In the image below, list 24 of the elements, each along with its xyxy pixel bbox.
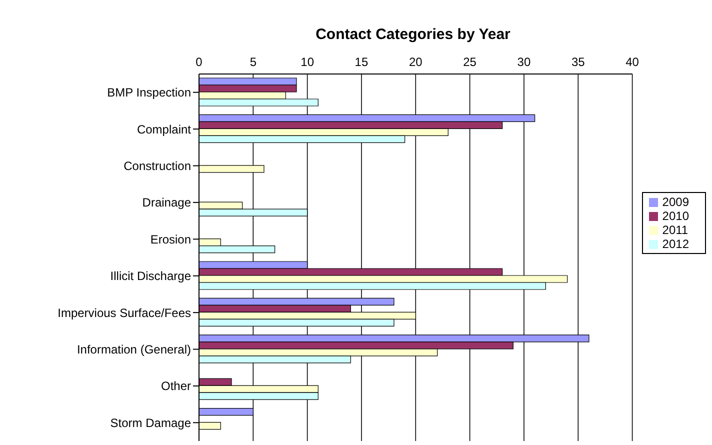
y-tick-label: Construction (124, 159, 191, 174)
x-tick-label: 25 (463, 55, 477, 69)
legend-label: 2011 (662, 222, 688, 236)
y-tick-label: Erosion (150, 232, 191, 246)
x-tick-label: 40 (626, 55, 640, 69)
y-tick-label: Information (General) (76, 342, 192, 357)
x-tick-label: 5 (250, 55, 257, 69)
legend-label: 2009 (662, 194, 689, 208)
y-tick-label: Drainage (142, 196, 192, 210)
chart-title: Contact Categories by Year (314, 26, 512, 43)
x-tick-label: 0 (196, 55, 203, 69)
x-tick-label: 30 (517, 55, 531, 69)
y-tick-label: BMP Inspection (107, 86, 191, 100)
x-tick-label: 35 (571, 55, 586, 69)
y-tick-label: Storm Damage (110, 416, 192, 430)
legend-label: 2010 (662, 208, 689, 222)
x-tick-label: 15 (354, 55, 368, 69)
x-tick-label: 20 (408, 55, 423, 69)
y-tick-label: Impervious Surface/Fees (58, 306, 191, 320)
x-tick-label: 10 (300, 55, 314, 69)
legend-label: 2012 (662, 236, 689, 250)
y-tick-label: Other (160, 379, 191, 394)
y-tick-label: Illicit Discharge (110, 269, 192, 284)
y-tick-label: Complaint (136, 122, 192, 136)
